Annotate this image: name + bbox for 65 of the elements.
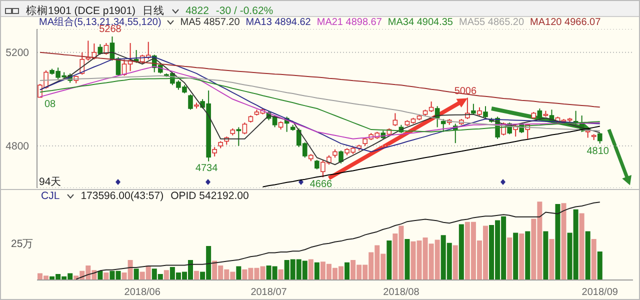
bar [278,269,284,280]
bar [236,266,242,280]
candlestick [338,150,344,164]
bar [549,239,554,280]
bar [386,240,392,280]
y-tick-label: 4800 [6,140,30,153]
bar [591,239,596,280]
bar [404,239,410,280]
annotation: 94天 [39,175,62,189]
candlestick [597,132,602,144]
text: MA34 4904.35 [388,16,453,28]
annotation: 08 [43,99,57,110]
x-tick-label: 2018/09 [582,287,618,298]
bar [597,251,602,280]
bar [561,203,566,280]
bar [519,234,524,280]
x-tick-label: 2018/08 [383,287,420,298]
candlestick [537,108,542,120]
candlestick [392,112,398,127]
candlestick [440,118,446,132]
annotation: 5006 [453,86,478,97]
text: 4822 [186,5,209,17]
bar [452,245,458,280]
bar [98,270,103,280]
text: MA13 4894.62 [246,16,311,28]
bar [555,204,560,280]
candlestick [212,146,217,157]
bar [507,237,512,280]
text: MA55 4865.20 [458,16,524,28]
bar [513,232,518,280]
annotation: 4810 [586,146,610,157]
bar [308,259,314,280]
text: -30 / -0.62% [216,5,274,17]
text: OPID 542192.00 [170,190,249,202]
annotation: 5268 [99,24,122,36]
text: MA21 4898.67 [316,16,382,28]
text: CJL [41,190,60,202]
candlestick [314,159,320,170]
bar [164,270,169,280]
text: 173596.00(43:57) [80,190,164,202]
chart-title: 棕榈1901 (DCE p1901) [26,4,136,17]
bar [458,224,464,280]
candlestick [188,94,193,110]
text: MA120 4966.07 [530,16,601,28]
text: 日线 [142,4,165,18]
candlestick [483,106,488,118]
candlestick [242,122,248,135]
candlestick [236,126,242,146]
bar [579,213,584,280]
bar [104,272,109,280]
y-tick-label: 5200 [6,47,30,60]
annotation: 4734 [194,163,219,174]
bar [585,231,590,280]
bar [194,270,200,280]
bar [525,231,530,280]
bar [134,268,139,280]
bar [543,231,548,280]
bar [314,262,320,280]
text: MA5 4857.20 [180,16,240,28]
bar [344,262,350,280]
annotation: 4666 [308,179,334,190]
text: 25万 [11,237,34,251]
candlestick [471,103,476,115]
x-tick-label: 2018/06 [124,287,161,298]
x-tick-label: 2018/07 [250,287,288,298]
